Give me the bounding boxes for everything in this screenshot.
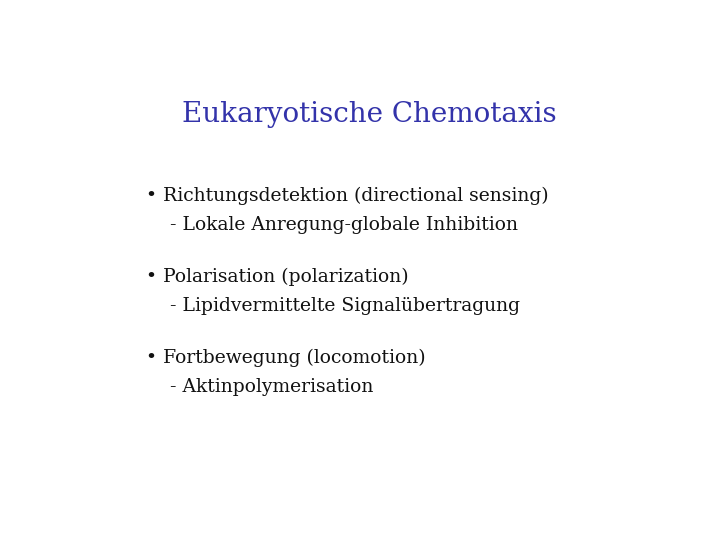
- Text: - Lipidvermittelte Signalübertragung: - Lipidvermittelte Signalübertragung: [145, 297, 520, 315]
- Text: • Fortbewegung (locomotion): • Fortbewegung (locomotion): [145, 349, 426, 367]
- Text: Eukaryotische Chemotaxis: Eukaryotische Chemotaxis: [181, 101, 557, 128]
- Text: • Polarisation (polarization): • Polarisation (polarization): [145, 268, 408, 286]
- Text: • Richtungsdetektion (directional sensing): • Richtungsdetektion (directional sensin…: [145, 187, 549, 205]
- Text: - Lokale Anregung-globale Inhibition: - Lokale Anregung-globale Inhibition: [145, 216, 518, 234]
- Text: - Aktinpolymerisation: - Aktinpolymerisation: [145, 378, 373, 396]
